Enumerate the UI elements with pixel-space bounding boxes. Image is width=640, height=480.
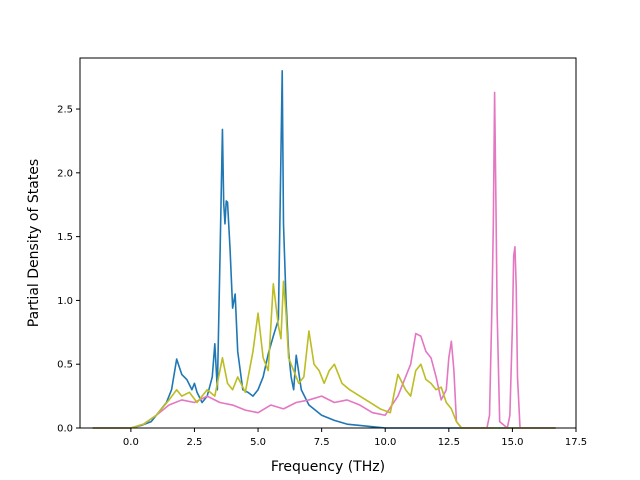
plot-frame bbox=[79, 57, 577, 429]
x-tick-label: 7.5 bbox=[314, 437, 330, 448]
y-tick-label: 0.0 bbox=[57, 424, 73, 435]
y-tick-label: 2.0 bbox=[57, 168, 73, 179]
x-tick-label: 5.0 bbox=[250, 437, 266, 448]
y-tick-label: 1.0 bbox=[57, 296, 73, 307]
series-line-2 bbox=[92, 91, 556, 429]
y-tick-label: 1.5 bbox=[57, 232, 73, 243]
y-axis-ticks: 0.0 0.5 1.0 1.5 2.0 2.5 bbox=[57, 105, 80, 435]
series-line-3 bbox=[92, 280, 556, 429]
y-tick-label: 0.5 bbox=[57, 360, 73, 371]
x-axis-title: Frequency (THz) bbox=[271, 459, 385, 475]
x-tick-label: 12.5 bbox=[438, 437, 460, 448]
x-tick-label: 2.5 bbox=[187, 437, 203, 448]
x-tick-label: 17.5 bbox=[565, 437, 587, 448]
x-tick-label: 10.0 bbox=[374, 437, 396, 448]
y-tick-label: 2.5 bbox=[57, 105, 73, 116]
y-axis-title: Partial Density of States bbox=[26, 159, 42, 327]
plot-lines bbox=[92, 69, 556, 429]
x-axis-ticks: 0.0 2.5 5.0 7.5 10.0 12.5 15.0 17.5 bbox=[123, 428, 587, 448]
x-tick-label: 15.0 bbox=[501, 437, 523, 448]
x-tick-label: 0.0 bbox=[123, 437, 139, 448]
